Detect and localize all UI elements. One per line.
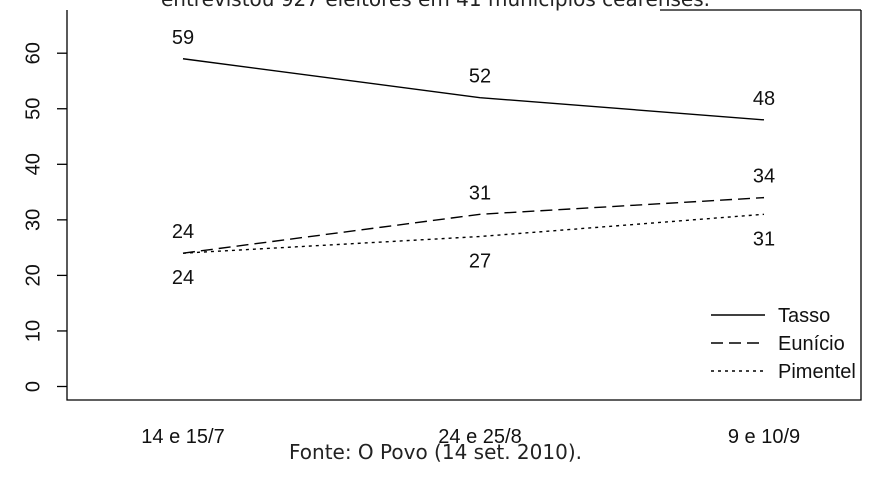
source-caption: Fonte: O Povo (14 set. 2010).: [288, 440, 582, 464]
y-tick-label: 0: [22, 381, 44, 392]
x-tick-label: 24 e 25/8: [438, 426, 521, 448]
data-label: 52: [469, 66, 491, 88]
legend-label: Tasso: [778, 305, 830, 327]
y-tick-label: 50: [22, 98, 44, 120]
plot-frame: [66, 10, 862, 401]
y-tick-label: 10: [22, 320, 44, 342]
data-label: 48: [753, 88, 775, 110]
y-tick-label: 20: [22, 264, 44, 286]
data-label: 31: [469, 182, 491, 204]
data-label: 31: [753, 228, 775, 250]
legend-label: Eunício: [778, 333, 845, 355]
series-line-2: [182, 213, 765, 254]
legend-label: Pimentel: [778, 361, 856, 383]
series-line-0: [182, 58, 765, 121]
y-tick-label: 60: [22, 42, 44, 64]
data-label: 59: [172, 27, 194, 49]
x-tick-label: 9 e 10/9: [728, 426, 800, 448]
x-tick-label: 14 e 15/7: [141, 426, 224, 448]
y-tick-label: 40: [22, 153, 44, 175]
series-line-1: [182, 196, 765, 254]
chart-caption-top: entrevistou 927 eleitores em 41 municípi…: [0, 0, 871, 11]
data-label: 27: [469, 251, 491, 273]
data-label: 24: [172, 267, 194, 289]
data-label: 24: [172, 221, 194, 243]
y-tick-label: 30: [22, 209, 44, 231]
data-label: 34: [753, 166, 775, 188]
